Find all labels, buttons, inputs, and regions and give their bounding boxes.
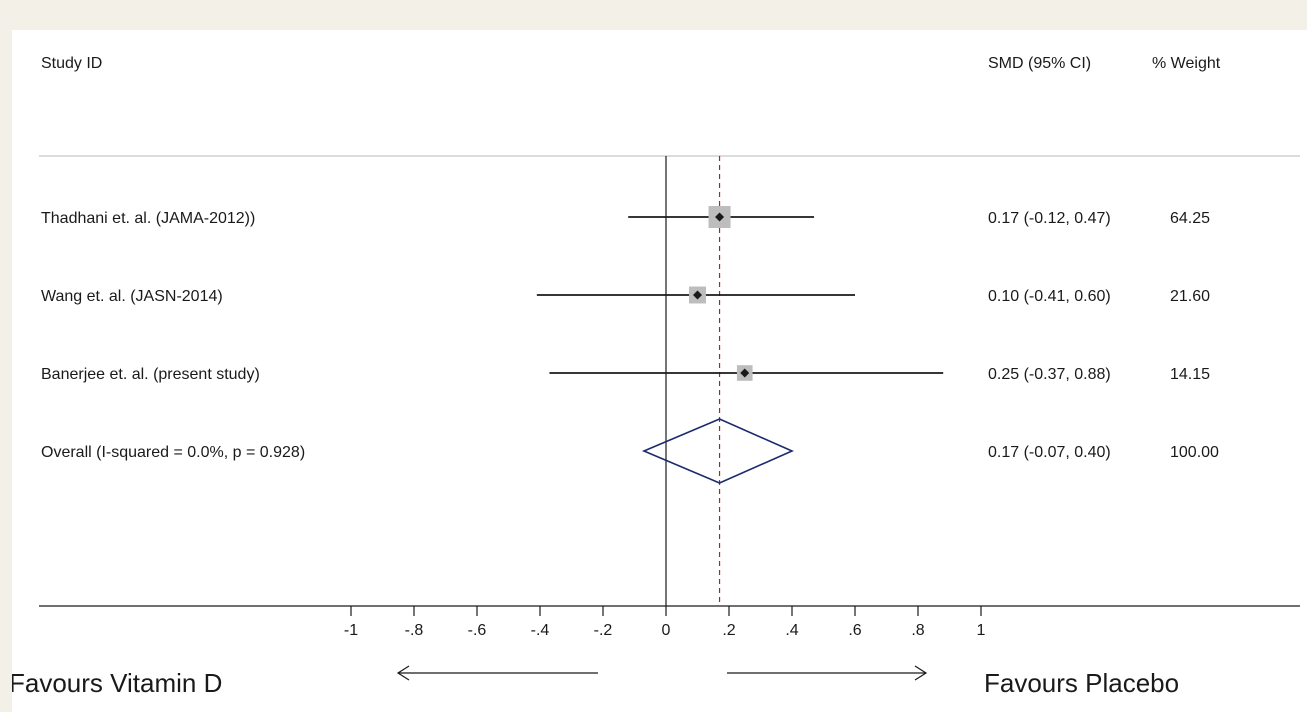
forest-plot-panel: Study ID SMD (95% CI) % Weight Thadhani …	[12, 30, 1307, 712]
study-row: Banerjee et. al. (present study) 0.25 (-0…	[41, 365, 1210, 383]
study-row: Thadhani et. al. (JAMA-2012)) 0.17 (-0.12…	[41, 206, 1210, 228]
study-label: Thadhani et. al. (JAMA-2012))	[41, 210, 255, 227]
overall-weight: 100.00	[1170, 444, 1219, 461]
header-study-id: Study ID	[41, 55, 102, 72]
study-weight: 14.15	[1170, 366, 1210, 383]
favours-right-label: Favours Placebo	[984, 668, 1179, 698]
study-smd-ci: 0.17 (-0.12, 0.47)	[988, 210, 1111, 227]
study-label: Wang et. al. (JASN-2014)	[41, 288, 223, 305]
study-rows: Thadhani et. al. (JAMA-2012)) 0.17 (-0.12…	[41, 206, 1210, 383]
point-estimate-marker	[715, 212, 725, 222]
x-tick-label: .8	[911, 622, 924, 639]
favours-left-label: Favours Vitamin D	[12, 668, 222, 698]
study-smd-ci: 0.25 (-0.37, 0.88)	[988, 366, 1111, 383]
x-axis-ticks: -1 -.8 -.6 -.4 -.2 0 .2 .4 .6 .8 1	[344, 606, 986, 639]
x-tick-label: .6	[848, 622, 861, 639]
x-tick-label: -.4	[531, 622, 550, 639]
overall-diamond	[641, 418, 794, 484]
study-weight: 21.60	[1170, 288, 1210, 305]
x-tick-label: -.8	[405, 622, 424, 639]
study-smd-ci: 0.10 (-0.41, 0.60)	[988, 288, 1111, 305]
x-tick-label: -1	[344, 622, 358, 639]
header-weight: % Weight	[1152, 55, 1221, 72]
x-tick-label: .2	[722, 622, 735, 639]
x-tick-label: 1	[977, 622, 986, 639]
right-arrow	[727, 665, 928, 681]
x-tick-label: -.2	[594, 622, 613, 639]
overall-row: Overall (I-squared = 0.0%, p = 0.928) 0.1…	[41, 418, 1219, 484]
left-arrow	[396, 665, 598, 681]
x-tick-label: 0	[662, 622, 671, 639]
overall-label: Overall (I-squared = 0.0%, p = 0.928)	[41, 444, 305, 461]
x-tick-label: .4	[785, 622, 798, 639]
point-estimate-marker	[693, 290, 702, 300]
overall-smd-ci: 0.17 (-0.07, 0.40)	[988, 444, 1111, 461]
header-smd: SMD (95% CI)	[988, 55, 1091, 72]
study-label: Banerjee et. al. (present study)	[41, 366, 260, 383]
study-row: Wang et. al. (JASN-2014) 0.10 (-0.41, 0.6…	[41, 286, 1210, 305]
forest-plot: Study ID SMD (95% CI) % Weight Thadhani …	[12, 55, 1300, 698]
point-estimate-marker	[740, 368, 750, 378]
x-tick-label: -.6	[468, 622, 487, 639]
study-weight: 64.25	[1170, 210, 1210, 227]
